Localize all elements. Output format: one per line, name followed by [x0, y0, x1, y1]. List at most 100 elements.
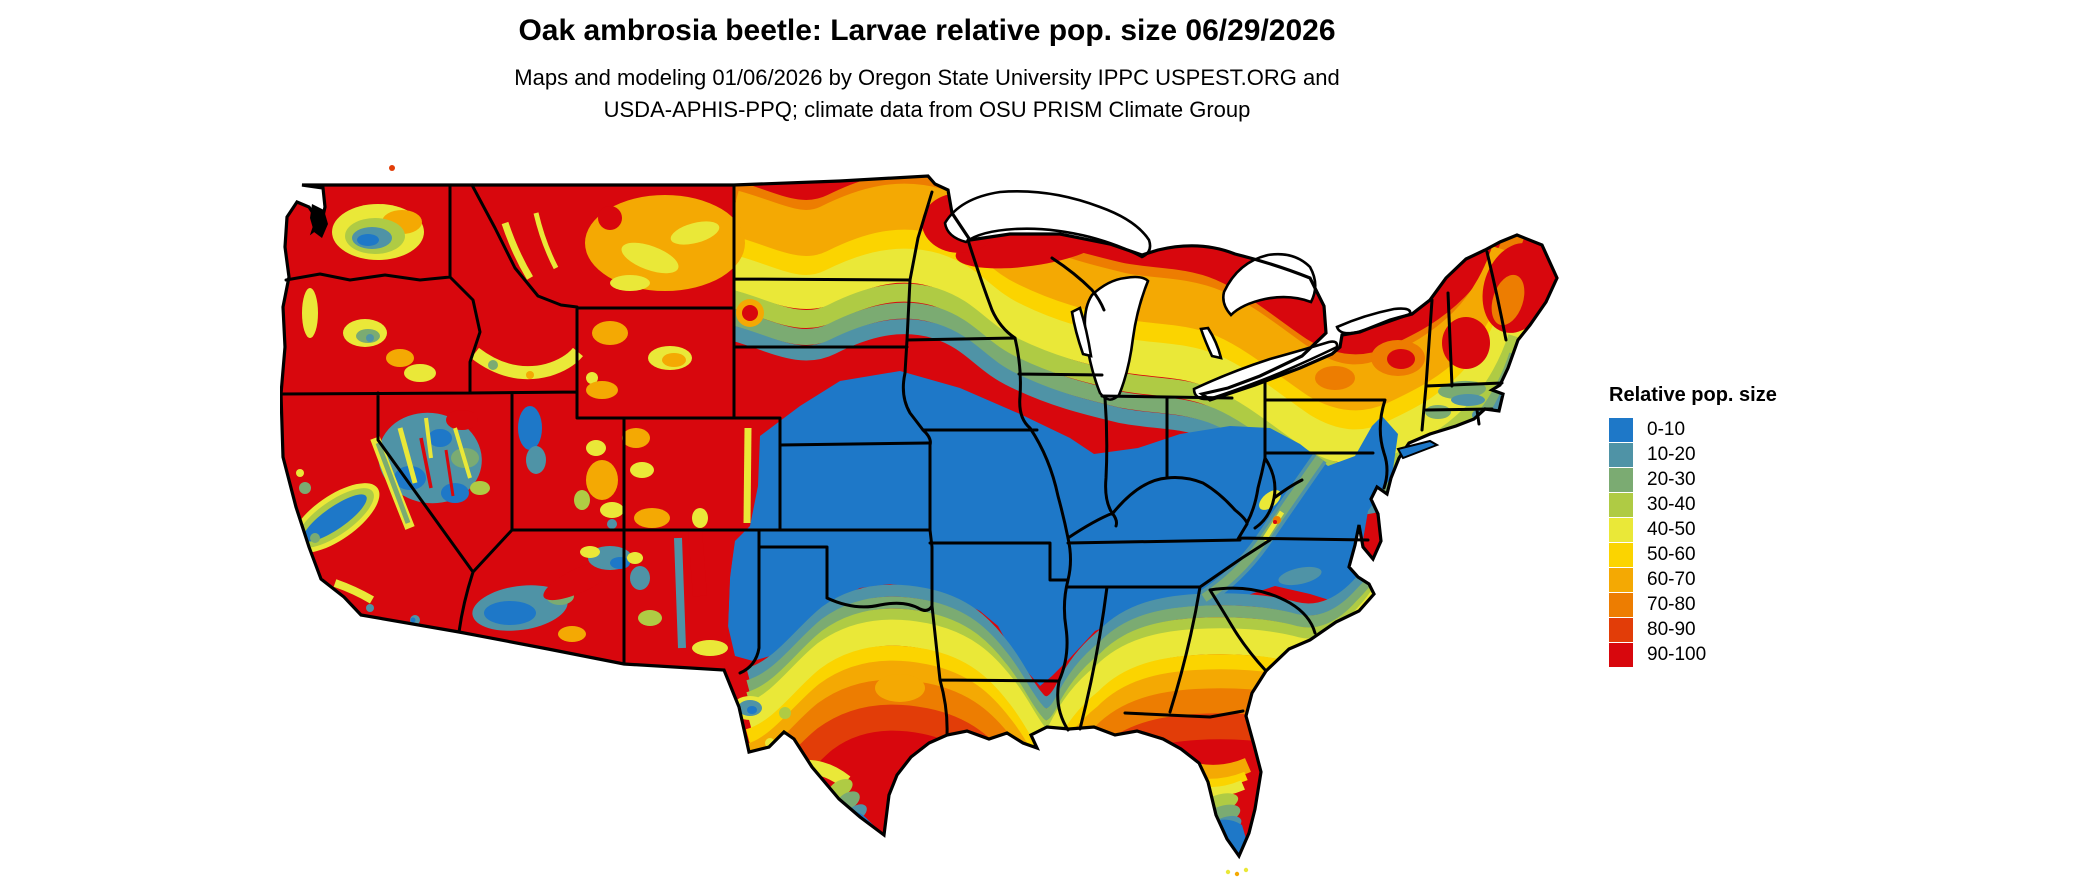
legend-row: 70-80: [1609, 592, 1777, 617]
legend-swatch-40-50: [1609, 517, 1633, 542]
legend-row: 80-90: [1609, 617, 1777, 642]
legend-label: 0-10: [1647, 418, 1686, 440]
utah-teal: [526, 446, 546, 474]
sangre-de-cristo-red: [688, 529, 707, 597]
legend-label: 10-20: [1647, 443, 1696, 465]
legend-row: 10-20: [1609, 442, 1777, 467]
montana-red-spot: [598, 206, 622, 230]
legend-row: 50-60: [1609, 542, 1777, 567]
legend-label: 80-90: [1647, 618, 1696, 640]
nevada-range-y2: [453, 427, 472, 479]
bighorn-basin-orange: [592, 321, 628, 345]
legend-swatch-30-40: [1609, 492, 1633, 517]
wv-red-spot: [1273, 520, 1277, 524]
map-subtitle-line1: Maps and modeling 01/06/2026 by Oregon S…: [514, 65, 1340, 90]
coast-range-green-2: [310, 533, 320, 543]
wyoming-yellow-spot: [586, 372, 598, 384]
montana-yellow-2: [670, 221, 720, 245]
legend-swatch-20-30: [1609, 467, 1633, 492]
nevada-red-patch: [446, 410, 478, 430]
coast-range-yellow: [296, 469, 304, 477]
willamette-yellow: [302, 288, 318, 338]
davis-mtns-blue: [747, 706, 757, 714]
central-valley-blue: [303, 494, 367, 542]
legend-label: 60-70: [1647, 568, 1696, 590]
san-luis-yellow: [692, 508, 708, 528]
lake-huron: [1222, 252, 1317, 317]
blue-core-region: [728, 371, 1398, 686]
utah-canyon-teal: [607, 519, 617, 529]
south-nm-yellow: [692, 640, 728, 656]
west-colorado-yellow: [630, 462, 654, 478]
legend-swatch-0-10: [1609, 417, 1633, 442]
coast-range-green-1: [299, 482, 311, 494]
legend-swatch-70-80: [1609, 592, 1633, 617]
sierra-green: [375, 442, 411, 524]
sw-wyoming-orange: [586, 381, 618, 399]
nevada-range-y3: [424, 417, 433, 459]
legend-label: 20-30: [1647, 468, 1696, 490]
legend-label: 90-100: [1647, 643, 1707, 665]
legend-swatch-10-20: [1609, 442, 1633, 467]
us-map-svg: [280, 165, 1559, 877]
saginaw-bay: [1199, 326, 1223, 360]
map-raster-layers: [281, 184, 1552, 854]
legend-swatch-60-70: [1609, 567, 1633, 592]
nevada-blue-3: [441, 483, 469, 503]
legend-row: 90-100: [1609, 642, 1777, 667]
massachusetts-teal: [1451, 394, 1485, 406]
se-oregon-orange: [386, 349, 414, 367]
legend-row: 20-30: [1609, 467, 1777, 492]
point-roberts-dot: [389, 165, 395, 171]
rio-grande-teal: [674, 537, 686, 649]
west-ny-orange: [1315, 366, 1355, 390]
legend-label: 50-60: [1647, 543, 1696, 565]
east-montana-orange: [585, 195, 745, 291]
montana-yellow-3: [610, 275, 650, 291]
nc-piedmont-teal: [1278, 566, 1322, 586]
legend-row: 40-50: [1609, 517, 1777, 542]
state-borders: [280, 183, 1508, 737]
legend-swatch-80-90: [1609, 617, 1633, 642]
black-hills-red: [742, 305, 758, 321]
columbia-basin-blue: [357, 234, 379, 246]
salt-desert-blue: [518, 406, 542, 450]
legend-row: 0-10: [1609, 417, 1777, 442]
legend-row: 30-40: [1609, 492, 1777, 517]
long-island: [1396, 439, 1440, 460]
snake-plain-orange: [526, 371, 534, 379]
adirondacks-red: [1387, 349, 1415, 369]
sw-arizona-blue: [484, 601, 536, 625]
us-map: [280, 128, 1600, 892]
ne-arizona-blue: [610, 557, 630, 569]
nevada-blue-2: [428, 429, 452, 447]
utah-yellowgreen: [574, 490, 590, 510]
florida-keys-dot-2: [1234, 871, 1240, 877]
nm-teal-patch: [630, 566, 650, 590]
nw-colorado-orange: [622, 428, 650, 448]
map-subtitle: Maps and modeling 01/06/2026 by Oregon S…: [267, 62, 1587, 126]
snake-plain-green: [488, 360, 498, 370]
legend: Relative pop. size 0-10 10-20 20-30 30-4…: [1609, 384, 1777, 667]
legend-label: 70-80: [1647, 593, 1696, 615]
sw-colorado-orange: [634, 508, 670, 528]
wyoming-basin-orange2: [662, 353, 686, 367]
legend-title: Relative pop. size: [1609, 384, 1777, 406]
legend-swatch-90-100: [1609, 642, 1633, 667]
central-texas-orange: [875, 674, 925, 702]
green-bay: [1070, 306, 1093, 358]
nevada-range-r1: [419, 437, 433, 489]
ne-arizona-yellow: [580, 546, 600, 558]
map-subtitle-line2: USDA-APHIS-PPQ; climate data from OSU PR…: [603, 96, 1251, 122]
utah-yellow-2: [600, 502, 624, 518]
florida-orange-band: [1182, 758, 1251, 780]
map-header: Oak ambrosia beetle: Larvae relative pop…: [267, 14, 1587, 126]
south-arizona-orange: [558, 626, 586, 642]
connecticut-green: [1425, 405, 1451, 419]
lake-superior: [943, 190, 1152, 259]
east-utah-orange: [586, 460, 618, 500]
socal-mountains-yellow: [333, 579, 375, 604]
legend-row: 60-70: [1609, 567, 1777, 592]
nm-yellowgreen: [638, 610, 662, 626]
